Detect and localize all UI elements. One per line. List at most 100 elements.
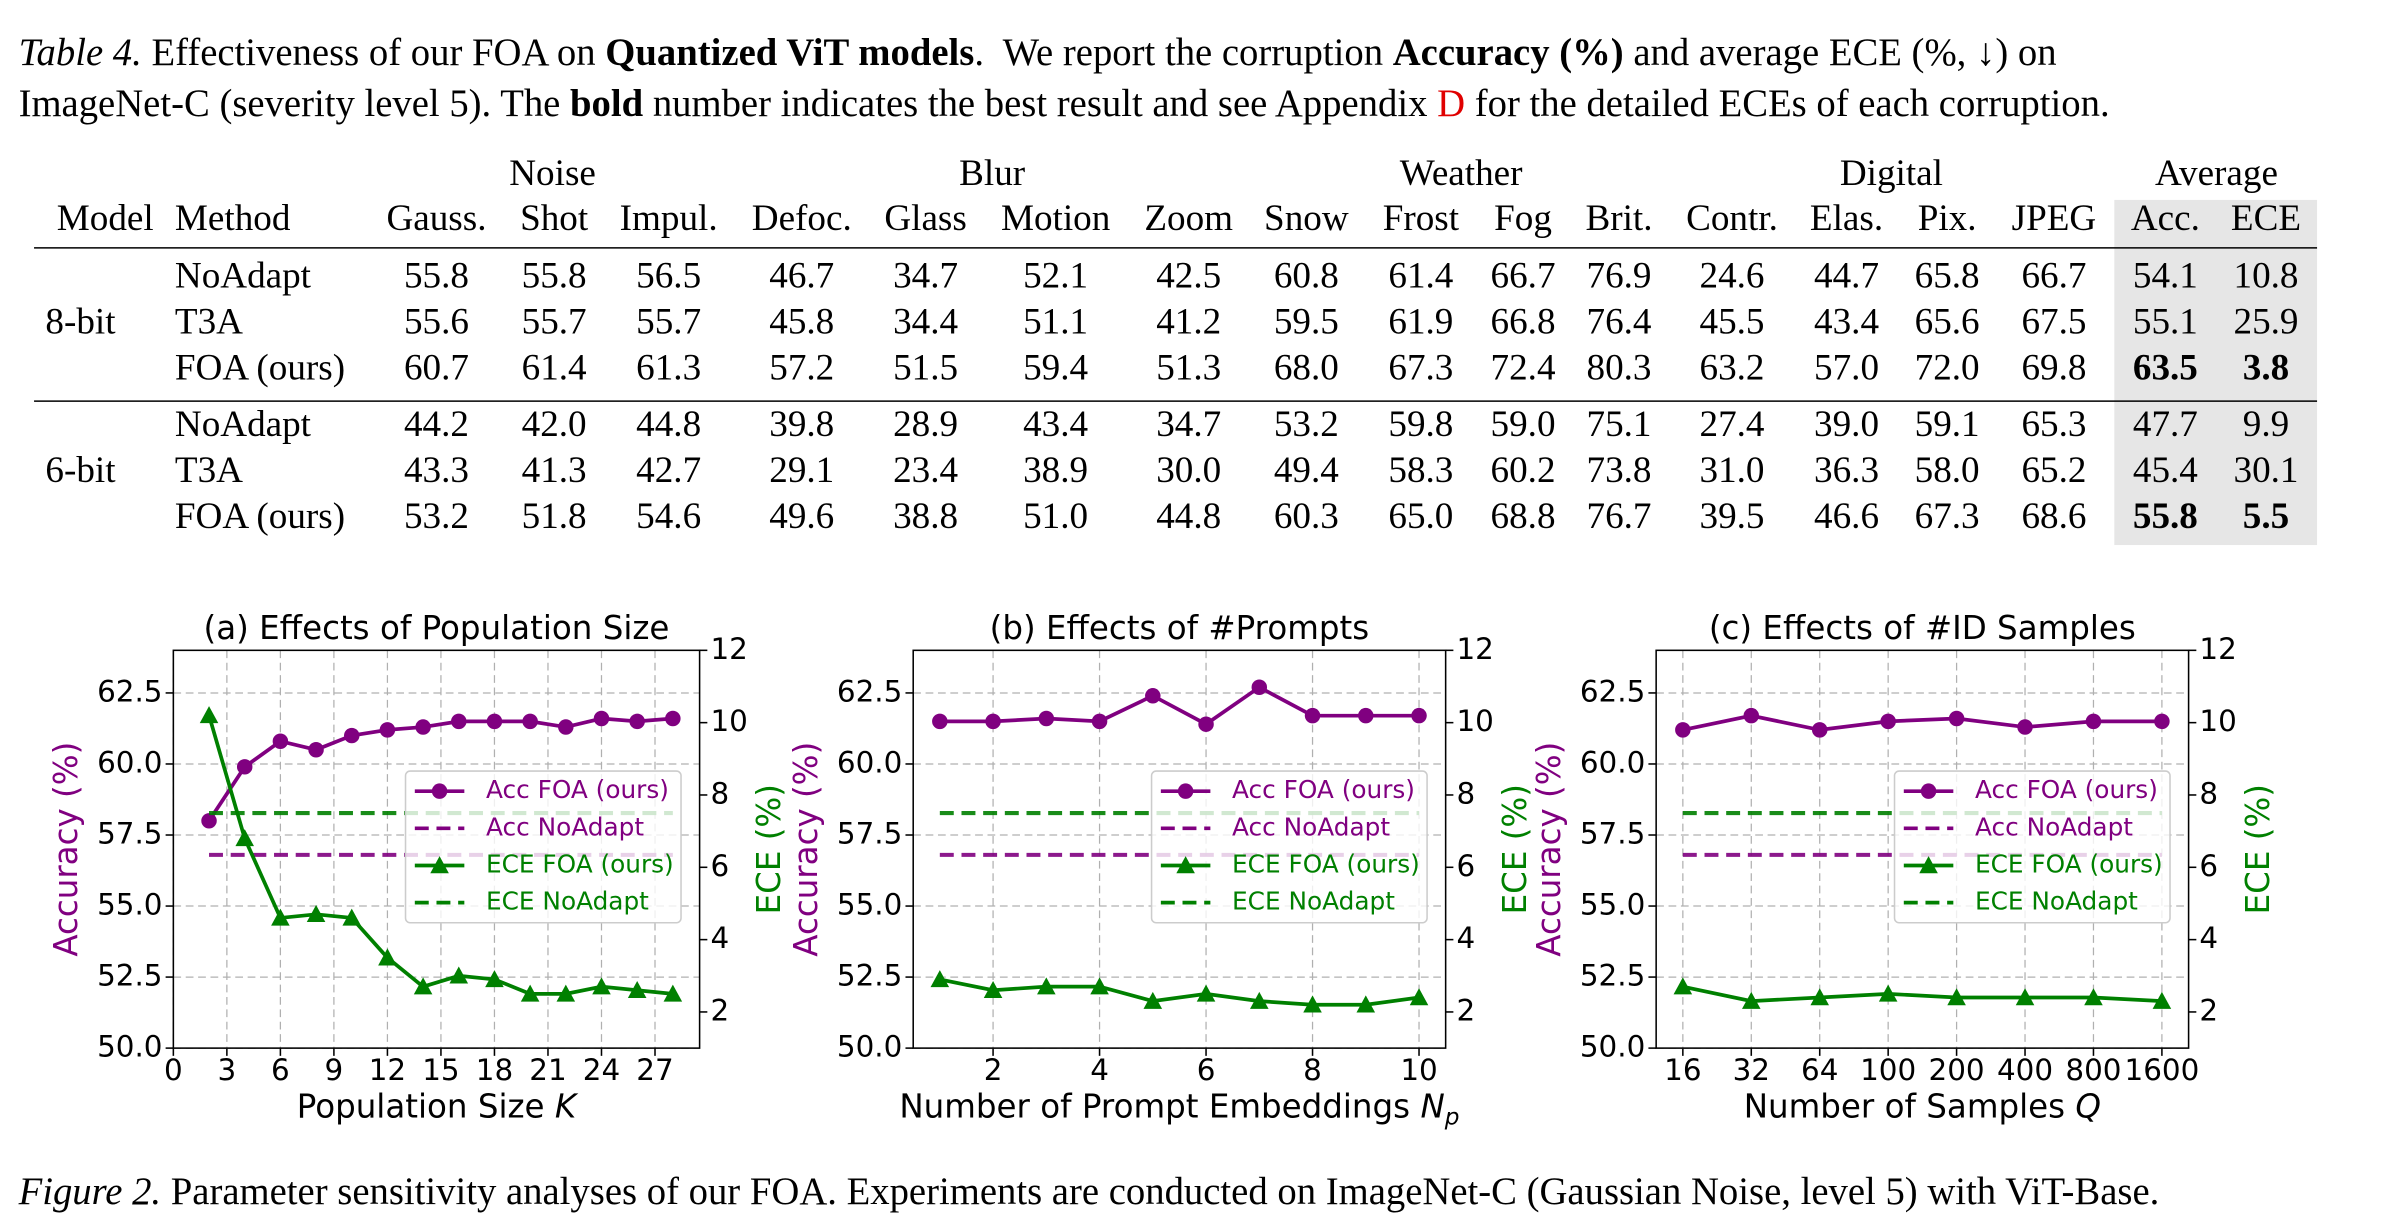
data-point (1743, 707, 1760, 724)
data-point (1038, 710, 1055, 727)
column-header: Model (57, 198, 154, 239)
y2-tick-label: 6 (710, 849, 729, 883)
data-point (1409, 988, 1429, 1006)
table-cell: 44.2 (404, 404, 469, 445)
caption-link[interactable]: D (1437, 83, 1465, 125)
table-cell: 54.6 (636, 496, 701, 537)
table-cell: 51.8 (522, 496, 587, 537)
column-header: Elas. (1810, 198, 1883, 239)
legend-marker (1920, 783, 1937, 799)
data-point (1878, 984, 1898, 1002)
legend-marker (1177, 783, 1194, 799)
data-point (271, 908, 290, 926)
caption-bold: Accuracy (%) (1393, 32, 1624, 74)
legend-label: Acc NoAdapt (486, 812, 644, 841)
x-tick-label: 9 (325, 1053, 344, 1087)
table-cell: 67.5 (2021, 301, 2086, 342)
data-point (2084, 988, 2103, 1006)
group-header: Digital (1840, 153, 1943, 194)
legend-label: Acc FOA (ours) (1975, 775, 2158, 804)
column-header: Acc. (2131, 198, 2200, 239)
column-header: Method (175, 198, 291, 239)
table-cell: 28.9 (893, 404, 958, 445)
data-point (272, 733, 289, 749)
data-point (1947, 988, 1966, 1006)
table-cell: 61.9 (1388, 301, 1453, 342)
y2-tick-label: 10 (710, 704, 747, 738)
data-point (1741, 991, 1761, 1009)
x-axis-label: Number of Prompt Embeddings Np (899, 1087, 1459, 1130)
y-tick-label: 52.5 (1580, 959, 1645, 993)
table-cell: 29.1 (769, 450, 834, 491)
model-label: 8-bit (45, 301, 116, 342)
x-axis-label-symbol: Q (2075, 1087, 2101, 1125)
table-cell: 53.2 (1274, 404, 1339, 445)
table-cell: 76.7 (1587, 496, 1652, 537)
x-axis-label-text: Population Size (297, 1087, 555, 1125)
data-point (558, 719, 574, 735)
table-cell: 25.9 (2234, 301, 2299, 342)
data-point (663, 984, 683, 1002)
method-label: NoAdapt (175, 404, 312, 445)
legend-label: ECE NoAdapt (486, 887, 649, 916)
caption-text: Effectiveness of our FOA on (152, 32, 606, 74)
group-header: Weather (1400, 153, 1523, 194)
data-point (413, 977, 433, 995)
y2-tick-label: 12 (710, 632, 747, 666)
column-header: Impul. (620, 198, 718, 239)
data-point (235, 829, 254, 847)
table-cell: 61.4 (522, 347, 587, 388)
method-label: NoAdapt (175, 255, 312, 296)
column-header: Zoom (1144, 198, 1233, 239)
chart: 0 3 6 9 12 15 18 21 24 2750.052.555.057.560.062.5… (47, 609, 788, 1125)
data-point (199, 706, 219, 724)
table-cell: 66.7 (2021, 255, 2086, 296)
table-cell: 27.4 (1700, 404, 1765, 445)
data-point (1880, 713, 1896, 730)
column-header: Defoc. (752, 198, 852, 239)
table-cell: 55.7 (522, 301, 587, 342)
y-tick-label: 60.0 (1580, 745, 1645, 779)
x-axis-label-text: Number of Prompt Embeddings (899, 1087, 1420, 1125)
x-tick-label: 64 (1801, 1053, 1838, 1087)
table-cell: 68.0 (1274, 347, 1339, 388)
data-point (1250, 991, 1269, 1009)
y-tick-label: 57.5 (837, 817, 902, 851)
x-tick-label: 4 (1090, 1053, 1109, 1087)
legend-label: ECE FOA (ours) (486, 849, 674, 878)
y-tick-label: 57.5 (1580, 817, 1645, 851)
table-cell: 55.8 (404, 255, 469, 296)
y-tick-label: 50.0 (837, 1030, 902, 1064)
y-tick-label: 55.0 (97, 888, 162, 922)
table-cell: 76.9 (1587, 255, 1652, 296)
table-cell: 63.5 (2133, 347, 2198, 388)
table-cell: 68.8 (1491, 496, 1556, 537)
group-header: Blur (959, 153, 1026, 194)
y2-tick-label: 2 (2199, 993, 2218, 1027)
data-point (1356, 995, 1376, 1013)
y-tick-label: 52.5 (837, 959, 902, 993)
table-cell: 44.8 (1156, 496, 1221, 537)
data-point (1303, 995, 1322, 1013)
data-point (201, 813, 217, 829)
x-tick-label: 18 (476, 1053, 513, 1087)
data-point (236, 759, 253, 775)
table-cell: 38.8 (893, 496, 958, 537)
table-cell: 31.0 (1700, 450, 1765, 491)
table-cell: 39.8 (769, 404, 834, 445)
table-cell: 45.8 (769, 301, 834, 342)
legend-marker (1919, 856, 1938, 874)
y-tick-label: 62.5 (837, 674, 902, 708)
x-tick-label: 32 (1733, 1053, 1770, 1087)
data-point (486, 713, 503, 730)
y2-tick-label: 6 (2199, 849, 2218, 883)
data-point (592, 977, 611, 995)
x-tick-label: 800 (2065, 1053, 2121, 1087)
column-header: Brit. (1585, 198, 1652, 239)
y2-tick-label: 10 (1456, 704, 1493, 738)
method-label: FOA (ours) (175, 496, 345, 537)
y-tick-label: 62.5 (97, 674, 162, 708)
column-header: Gauss. (386, 198, 486, 239)
table-cell: 65.6 (1915, 301, 1980, 342)
table-cell: 42.0 (522, 404, 587, 445)
